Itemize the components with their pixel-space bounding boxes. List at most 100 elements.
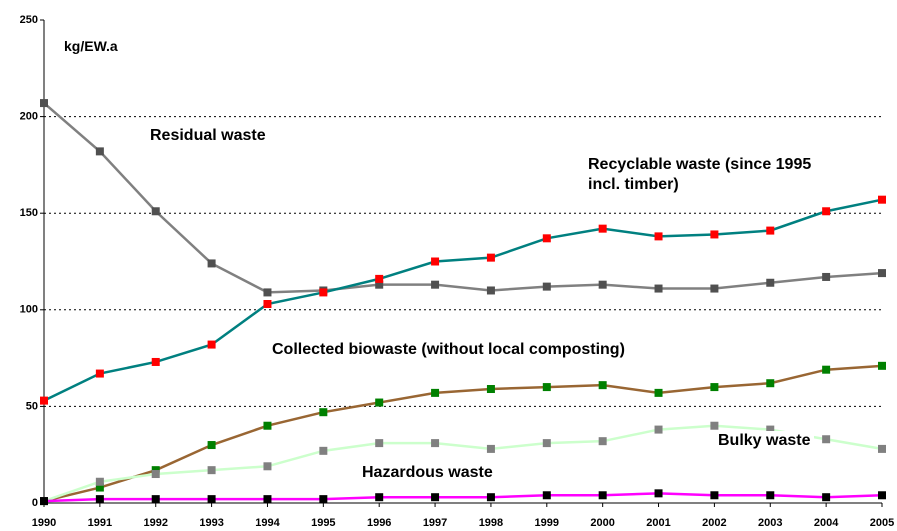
- data-point: [710, 491, 719, 500]
- series-line: [43, 102, 883, 294]
- x-tick-label: 1993: [199, 517, 223, 529]
- y-tick-label: 250: [20, 14, 38, 26]
- data-point: [207, 340, 216, 349]
- data-point: [598, 224, 607, 233]
- data-point: [598, 381, 607, 390]
- data-point: [542, 282, 551, 291]
- unit-label: kg/EW.a: [60, 36, 122, 56]
- data-point: [95, 369, 104, 378]
- data-point: [95, 477, 104, 486]
- data-point: [822, 272, 831, 281]
- data-point: [654, 388, 663, 397]
- data-point: [542, 234, 551, 243]
- data-point: [375, 439, 384, 448]
- series-line: [43, 492, 883, 503]
- series-label: Hazardous waste: [358, 463, 497, 483]
- data-point: [207, 495, 216, 504]
- data-point: [878, 269, 886, 278]
- x-tick-label: 2005: [870, 517, 894, 529]
- data-point: [40, 497, 48, 506]
- series-label: Residual waste: [146, 126, 270, 146]
- data-point: [598, 437, 607, 446]
- data-point: [654, 232, 663, 241]
- x-tick-label: 2001: [646, 517, 670, 529]
- data-point: [431, 388, 440, 397]
- data-point: [151, 357, 160, 366]
- series-label: Collected biowaste (without local compos…: [268, 340, 629, 360]
- data-point: [40, 396, 48, 405]
- y-tick-label: 50: [26, 400, 38, 412]
- data-point: [263, 288, 272, 297]
- data-point: [542, 491, 551, 500]
- data-point: [486, 385, 495, 394]
- data-point: [766, 425, 775, 434]
- data-point: [486, 286, 495, 295]
- data-point: [431, 439, 440, 448]
- data-point: [822, 207, 831, 216]
- x-tick-label: 2000: [590, 517, 614, 529]
- data-point: [710, 230, 719, 239]
- data-point: [486, 444, 495, 453]
- data-point: [151, 207, 160, 216]
- data-point: [207, 466, 216, 475]
- data-point: [375, 493, 384, 502]
- data-point: [375, 274, 384, 283]
- data-point: [319, 288, 328, 297]
- x-tick-label: 1997: [423, 517, 447, 529]
- data-point: [822, 493, 831, 502]
- y-tick-label: 100: [20, 304, 38, 316]
- data-point: [207, 259, 216, 268]
- data-point: [598, 491, 607, 500]
- x-tick-label: 1998: [479, 517, 503, 529]
- series-line: [43, 364, 883, 503]
- x-tick-label: 2002: [702, 517, 726, 529]
- data-point: [710, 284, 719, 293]
- series-label: Recyclable waste (since 1995 incl. timbe…: [584, 155, 822, 195]
- y-tick-label: 150: [20, 207, 38, 219]
- data-point: [710, 421, 719, 430]
- data-point: [654, 284, 663, 293]
- data-point: [822, 435, 831, 444]
- data-point: [431, 493, 440, 502]
- x-tick-label: 1995: [311, 517, 335, 529]
- data-point: [263, 421, 272, 430]
- data-point: [263, 462, 272, 471]
- data-point: [40, 99, 48, 108]
- data-point: [654, 489, 663, 498]
- y-tick-label: 0: [32, 497, 38, 509]
- x-tick-label: 1999: [535, 517, 559, 529]
- data-point: [486, 493, 495, 502]
- data-point: [319, 446, 328, 455]
- x-tick-label: 2003: [758, 517, 782, 529]
- data-point: [598, 280, 607, 289]
- data-point: [878, 361, 886, 370]
- data-point: [710, 383, 719, 392]
- data-point: [542, 383, 551, 392]
- data-point: [878, 491, 886, 500]
- data-point: [319, 408, 328, 417]
- y-tick-label: 200: [20, 111, 38, 123]
- data-point: [654, 425, 663, 434]
- data-point: [542, 439, 551, 448]
- x-tick-label: 1994: [255, 517, 280, 529]
- x-tick-label: 1990: [32, 517, 56, 529]
- data-point: [766, 226, 775, 235]
- data-point: [766, 491, 775, 500]
- data-point: [375, 280, 384, 289]
- series-label: Bulky waste: [714, 431, 815, 451]
- data-point: [95, 483, 104, 492]
- data-point: [263, 300, 272, 309]
- data-point: [431, 280, 440, 289]
- series-line: [43, 424, 883, 503]
- x-tick-label: 1991: [88, 517, 112, 529]
- data-point: [151, 495, 160, 504]
- x-tick-label: 2004: [814, 517, 839, 529]
- data-point: [263, 495, 272, 504]
- data-point: [319, 495, 328, 504]
- data-point: [207, 441, 216, 450]
- data-point: [878, 195, 886, 204]
- data-point: [375, 398, 384, 407]
- data-point: [95, 495, 104, 504]
- data-point: [431, 257, 440, 266]
